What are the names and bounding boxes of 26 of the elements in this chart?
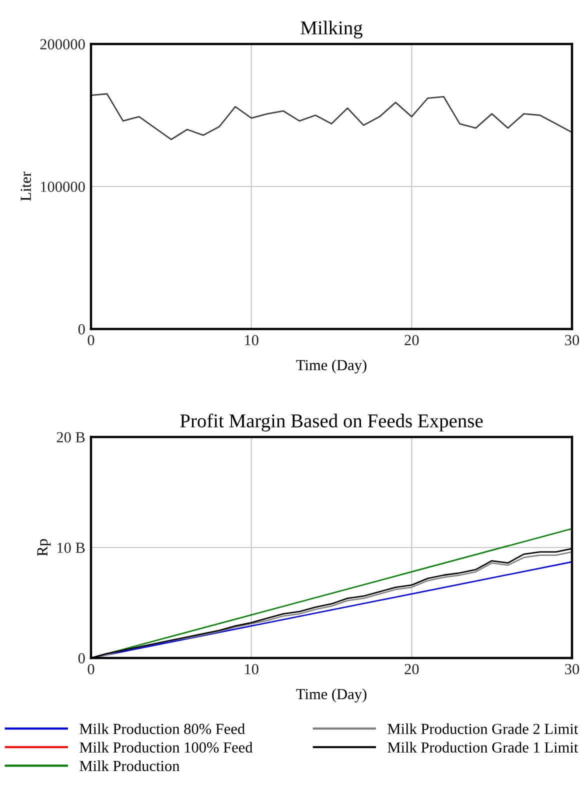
- x-tick-label: 10: [245, 664, 258, 674]
- x-tick-label: 10: [245, 334, 258, 346]
- y-tick-label: 100000: [40, 182, 85, 192]
- y-tick-label: 10 B: [58, 542, 85, 553]
- x-axis-title: Time (Day): [296, 688, 366, 702]
- y-axis-title: Rp: [37, 539, 51, 556]
- x-tick-label: 0: [88, 664, 94, 674]
- y-tick-label: 0: [78, 324, 85, 334]
- y-tick-label: 20 B: [56, 432, 85, 442]
- chart-title: Milking: [300, 20, 362, 38]
- y-axis-title: Liter: [20, 172, 31, 201]
- legend-label: Milk Production 100% Feed: [80, 742, 253, 753]
- legend-label: Milk Production: [80, 760, 180, 772]
- legend-label: Milk Production 80% Feed: [80, 723, 245, 734]
- x-tick-label: 0: [88, 334, 94, 346]
- x-axis-title: Time (Day): [296, 360, 366, 374]
- legend-label: Milk Production Grade 1 Limit: [388, 742, 578, 753]
- line-series: [91, 93, 572, 140]
- y-tick-label: 200000: [40, 39, 85, 50]
- legend-label: Milk Production Grade 2 Limit: [388, 723, 578, 734]
- x-tick-label: 30: [565, 334, 580, 346]
- y-tick-label: 0: [78, 653, 85, 664]
- x-tick-label: 20: [404, 664, 419, 674]
- chart-title: Profit Margin Based on Feeds Expense: [180, 414, 483, 432]
- x-tick-label: 30: [565, 664, 580, 674]
- x-tick-label: 20: [404, 334, 419, 346]
